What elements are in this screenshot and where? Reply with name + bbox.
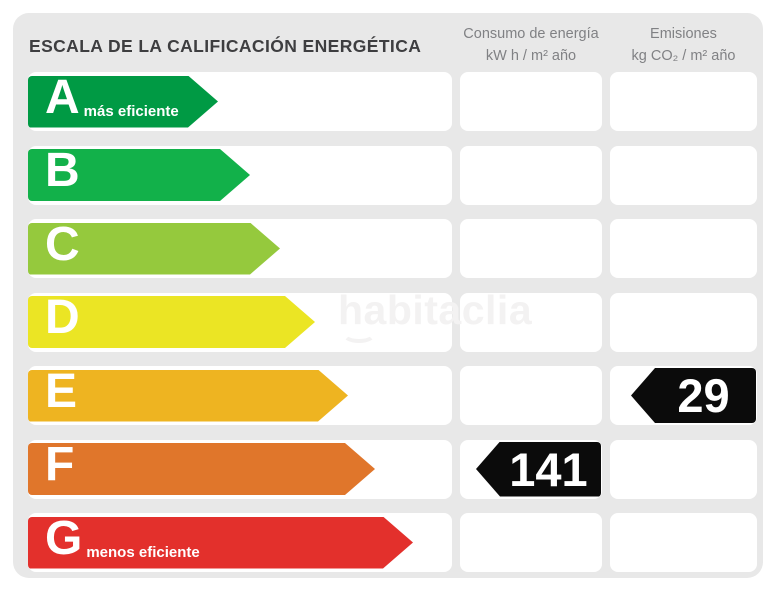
consumption-cell-e — [460, 366, 602, 425]
rating-row-c: C — [28, 219, 757, 278]
page-title: ESCALA DE LA CALIFICACIÓN ENERGÉTICA — [29, 36, 422, 56]
watermark-logo: habitaclia — [338, 287, 558, 343]
emissions-cell-b — [610, 145, 757, 205]
consumption-cell-f: 141 — [460, 439, 602, 499]
scale-cell-e: E — [28, 366, 452, 425]
rating-letter-c: C — [45, 217, 80, 271]
rating-row-f: F 141 — [28, 439, 757, 499]
consumption-value: 141 — [509, 442, 588, 496]
rating-row-g: G menos eficiente — [28, 513, 757, 572]
emissions-cell-c — [610, 219, 757, 278]
rating-arrow-e: E — [28, 370, 348, 422]
consumption-cell-a — [460, 72, 602, 131]
certificate-panel: ESCALA DE LA CALIFICACIÓN ENERGÉTICA Con… — [13, 13, 763, 578]
rating-letter-b: B — [45, 144, 80, 197]
rating-arrow-g: G menos eficiente — [28, 517, 413, 569]
rating-row-d: D — [28, 292, 757, 352]
scale-cell-d: D — [28, 292, 452, 352]
scale-cell-b: B — [28, 145, 452, 205]
rating-letter-f: F — [45, 438, 75, 491]
rating-arrow-a: A más eficiente — [28, 76, 218, 128]
rating-letter-a: A — [45, 70, 80, 124]
consumption-value-marker: 141 — [476, 441, 601, 497]
rating-arrow-d: D — [28, 296, 315, 348]
scale-cell-a: A más eficiente — [28, 72, 452, 131]
column-header-emissions: Emisiones kg CO₂ / m² año — [610, 24, 757, 68]
watermark-smile-icon — [342, 325, 376, 343]
scale-cell-c: C — [28, 219, 452, 278]
rating-note-most-efficient: más eficiente — [83, 102, 179, 120]
rating-row-b: B — [28, 145, 757, 205]
emissions-value: 29 — [677, 369, 730, 422]
emissions-cell-d — [610, 292, 757, 352]
emissions-cell-g — [610, 513, 757, 572]
rating-letter-d: D — [45, 291, 80, 344]
watermark-text: habitaclia — [338, 287, 533, 333]
emissions-header-units: kg CO₂ / m² año — [631, 47, 736, 64]
scale-cell-g: G menos eficiente — [28, 513, 452, 572]
rating-arrow-f: F — [28, 443, 375, 495]
emissions-cell-e: 29 — [610, 366, 757, 425]
rating-letter-e: E — [45, 364, 78, 418]
consumption-cell-g — [460, 513, 602, 572]
consumption-cell-d — [460, 292, 602, 352]
rating-row-a: A más eficiente — [28, 72, 757, 131]
rating-rows: A más eficiente B — [28, 72, 757, 587]
emissions-cell-f — [610, 439, 757, 499]
rating-arrow-b: B — [28, 149, 250, 201]
emissions-header-name: Emisiones — [650, 26, 717, 42]
rating-arrow-c: C — [28, 223, 280, 275]
rating-letter-g: G — [45, 511, 83, 565]
rating-note-least-efficient: menos eficiente — [86, 543, 200, 561]
rating-row-e: E 29 — [28, 366, 757, 425]
column-header-consumption: Consumo de energía kW h / m² año — [460, 24, 602, 68]
consumption-header-name: Consumo de energía — [463, 26, 599, 42]
emissions-cell-a — [610, 72, 757, 131]
consumption-cell-b — [460, 145, 602, 205]
consumption-header-units: kW h / m² año — [485, 47, 577, 64]
emissions-value-marker: 29 — [631, 368, 756, 423]
consumption-cell-c — [460, 219, 602, 278]
scale-cell-f: F — [28, 439, 452, 499]
